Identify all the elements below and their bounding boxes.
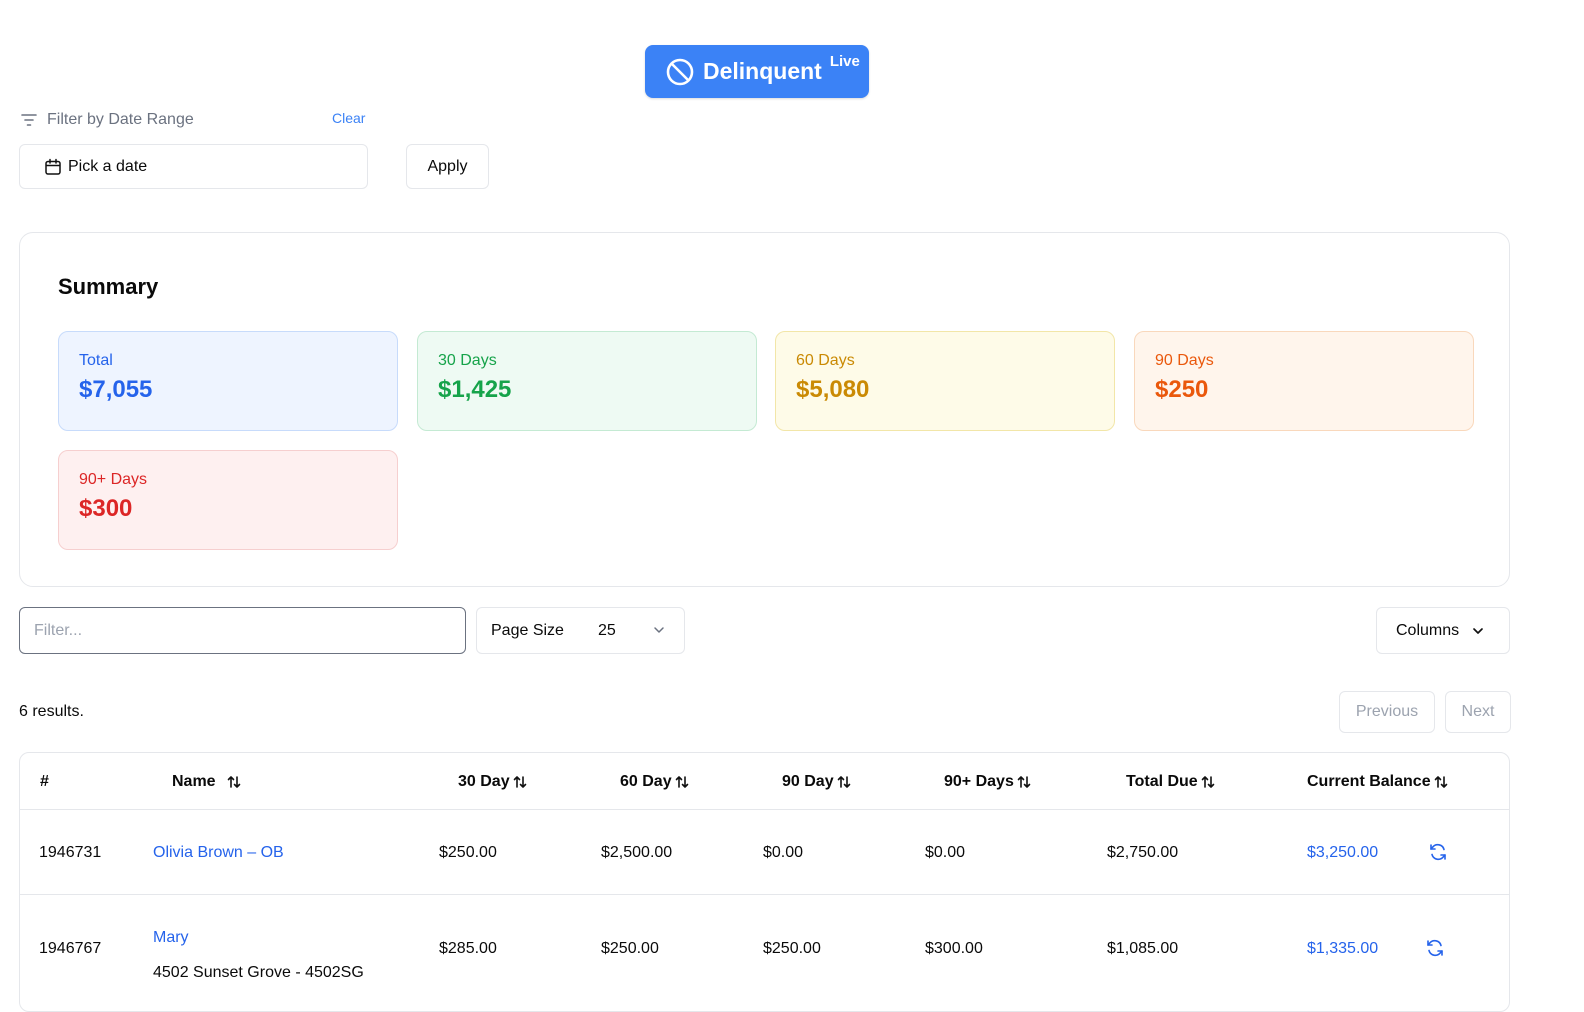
column-header-id: # (40, 773, 49, 791)
stat-label: 90+ Days (79, 471, 148, 488)
cell-60-day: $2,500.00 (601, 844, 673, 861)
stat-value: $1,425 (438, 376, 512, 403)
page-size-value: 25 (597, 621, 616, 639)
live-indicator: Live (829, 53, 860, 70)
date-range-filter-label: Filter by Date Range (20, 111, 194, 129)
date-picker-button[interactable]: Pick a date (19, 144, 368, 189)
page-size-label: Page Size (491, 621, 564, 639)
cell-90-day: $0.00 (763, 844, 804, 861)
column-header-label: 30 Day (458, 773, 510, 790)
apply-button[interactable]: Apply (406, 144, 489, 189)
column-header-label: Name (172, 773, 216, 790)
column-header-name[interactable]: Name (172, 773, 242, 791)
sort-icon[interactable] (1200, 774, 1216, 790)
customer-address: 4502 Sunset Grove - 4502SG (153, 964, 364, 981)
header-divider (20, 809, 1509, 810)
sort-icon[interactable] (512, 774, 528, 790)
cell-total-due: $1,085.00 (1107, 940, 1179, 957)
previous-page-button[interactable]: Previous (1339, 691, 1435, 733)
page-title: Delinquent (703, 58, 822, 84)
sort-icon[interactable] (674, 774, 690, 790)
stat-value: $7,055 (79, 376, 153, 403)
column-header-label: 90 Day (782, 773, 834, 790)
page-size-select[interactable]: Page Size 25 (476, 607, 685, 654)
current-balance-link[interactable]: $3,250.00 (1307, 844, 1379, 861)
stat-value: $5,080 (796, 376, 870, 403)
table-filter-input[interactable] (19, 607, 466, 654)
cell-30-day: $250.00 (439, 844, 497, 861)
chevron-down-icon (652, 623, 666, 637)
column-header-label: # (40, 773, 49, 790)
columns-button[interactable]: Columns (1376, 607, 1510, 654)
stat-card-total: Total $7,055 (58, 331, 398, 431)
refresh-icon[interactable] (1425, 938, 1445, 958)
column-header-label: Current Balance (1307, 773, 1431, 790)
cell-90-day: $250.00 (763, 940, 821, 957)
sort-icon[interactable] (226, 774, 242, 790)
delinquent-live-badge: Delinquent Live (645, 45, 869, 98)
column-header-label: 90+ Days (944, 773, 1014, 790)
column-header-30-day[interactable]: 30 Day (458, 773, 528, 791)
sort-icon[interactable] (1433, 774, 1449, 790)
cell-total-due: $2,750.00 (1107, 844, 1179, 861)
stat-card-30-days: 30 Days $1,425 (417, 331, 757, 431)
next-page-button[interactable]: Next (1445, 691, 1511, 733)
cell-30-day: $285.00 (439, 940, 497, 957)
stat-card-90-days: 90 Days $250 (1134, 331, 1474, 431)
delinquent-table: # Name 30 Day 60 Day 90 Day 90+ Days Tot… (19, 752, 1510, 1012)
column-header-90-plus-days[interactable]: 90+ Days (944, 773, 1032, 791)
refresh-icon[interactable] (1428, 842, 1448, 862)
cell-id: 1946731 (39, 844, 102, 861)
chevron-down-icon (1471, 624, 1485, 638)
clear-filter-link[interactable]: Clear (332, 110, 366, 126)
cell-90-plus-days: $0.00 (925, 844, 966, 861)
columns-label: Columns (1396, 621, 1460, 639)
stat-card-90-plus-days: 90+ Days $300 (58, 450, 398, 550)
calendar-icon (44, 158, 62, 176)
column-header-current-balance[interactable]: Current Balance (1307, 773, 1449, 791)
customer-name-link[interactable]: Mary (153, 929, 189, 946)
column-header-90-day[interactable]: 90 Day (782, 773, 852, 791)
filter-icon (20, 111, 38, 129)
sort-icon[interactable] (836, 774, 852, 790)
column-header-60-day[interactable]: 60 Day (620, 773, 690, 791)
cell-60-day: $250.00 (601, 940, 659, 957)
stat-value: $250 (1155, 376, 1209, 403)
column-header-label: 60 Day (620, 773, 672, 790)
stat-label: Total (79, 352, 113, 369)
stat-value: $300 (79, 495, 133, 522)
column-header-label: Total Due (1126, 773, 1198, 790)
customer-name-link[interactable]: Olivia Brown – OB (153, 844, 284, 861)
stat-card-60-days: 60 Days $5,080 (775, 331, 1115, 431)
column-header-total-due[interactable]: Total Due (1126, 773, 1216, 791)
filter-label-text: Filter by Date Range (47, 111, 194, 128)
sort-icon[interactable] (1016, 774, 1032, 790)
stat-label: 60 Days (796, 352, 855, 369)
summary-card: Summary Total $7,055 30 Days $1,425 60 D… (19, 232, 1510, 587)
cell-id: 1946767 (39, 940, 102, 957)
stat-label: 30 Days (438, 352, 497, 369)
stat-label: 90 Days (1155, 352, 1214, 369)
date-picker-label: Pick a date (68, 157, 148, 175)
cell-90-plus-days: $300.00 (925, 940, 983, 957)
results-count: 6 results. (19, 703, 84, 720)
summary-title: Summary (58, 274, 159, 299)
current-balance-link[interactable]: $1,335.00 (1307, 940, 1379, 957)
row-divider (20, 894, 1509, 895)
ban-icon (665, 57, 695, 87)
